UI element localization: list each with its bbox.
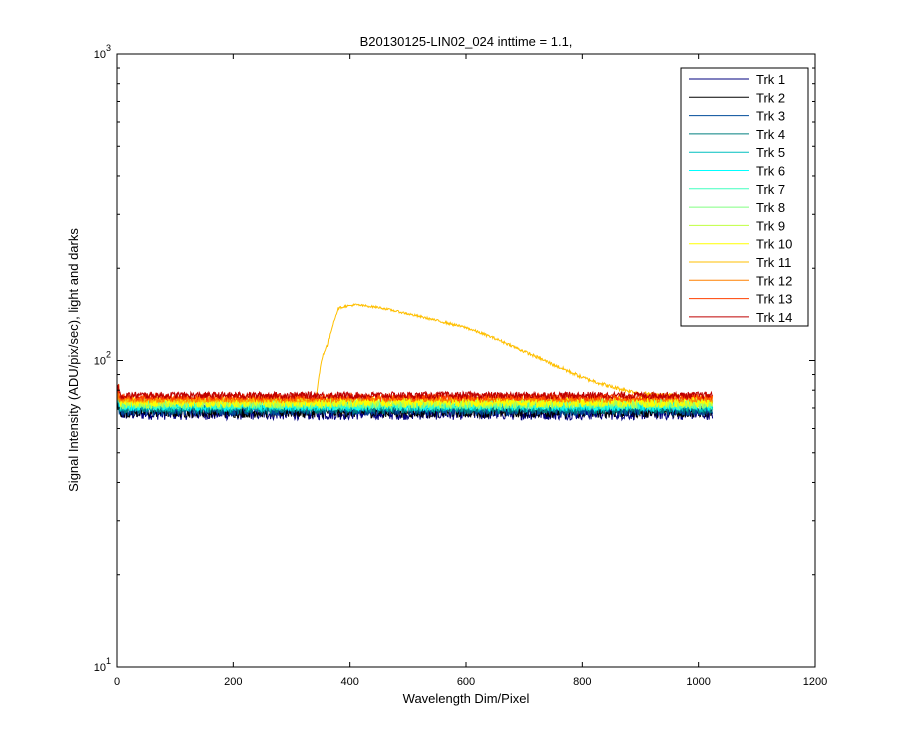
y-tick-label: 103 — [94, 43, 111, 61]
series-layer — [116, 303, 714, 422]
series-line — [116, 383, 713, 401]
legend-box — [680, 67, 809, 327]
x-tick-label: 800 — [573, 676, 591, 688]
x-axis: 0 200 400 600 800 1000 1200 — [114, 54, 827, 688]
legend-label: Trk 7 — [756, 182, 785, 197]
legend-label: Trk 1 — [756, 72, 785, 87]
legend-label: Trk 5 — [756, 145, 785, 160]
legend-label: Trk 2 — [756, 90, 785, 105]
x-tick-label: 600 — [457, 676, 475, 688]
legend: Trk 1 Trk 2 Trk 3 Trk 4 Trk 5 Trk 6 Trk 7 Trk 8… — [680, 67, 809, 327]
y-tick-label: 101 — [94, 656, 111, 674]
legend-label: Trk 10 — [756, 237, 792, 252]
series-line — [116, 303, 713, 405]
legend-label: Trk 14 — [756, 310, 792, 325]
legend-label: Trk 8 — [756, 200, 785, 215]
legend-label: Trk 13 — [756, 292, 792, 307]
legend-label: Trk 12 — [756, 273, 792, 288]
x-tick-label: 400 — [340, 676, 358, 688]
y-axis: 101 102 103 — [94, 43, 815, 674]
y-tick-label: 102 — [94, 350, 111, 368]
legend-items: Trk 1 Trk 2 Trk 3 Trk 4 Trk 5 Trk 6 Trk 7 Trk 8… — [689, 72, 792, 325]
legend-label: Trk 9 — [756, 218, 785, 233]
legend-label: Trk 6 — [756, 164, 785, 179]
legend-label: Trk 3 — [756, 109, 785, 124]
series-line — [116, 384, 714, 403]
x-tick-label: 0 — [114, 676, 120, 688]
x-tick-label: 200 — [224, 676, 242, 688]
legend-label: Trk 4 — [756, 127, 785, 142]
x-tick-label: 1000 — [686, 676, 710, 688]
legend-label: Trk 11 — [756, 255, 791, 270]
chart-title: B20130125-LIN02_024 inttime = 1.1, — [360, 34, 573, 49]
x-tick-label: 1200 — [803, 676, 827, 688]
y-axis-label: Signal Intensity (ADU/pix/sec), light an… — [66, 228, 81, 492]
x-axis-label: Wavelength Dim/Pixel — [403, 691, 530, 706]
